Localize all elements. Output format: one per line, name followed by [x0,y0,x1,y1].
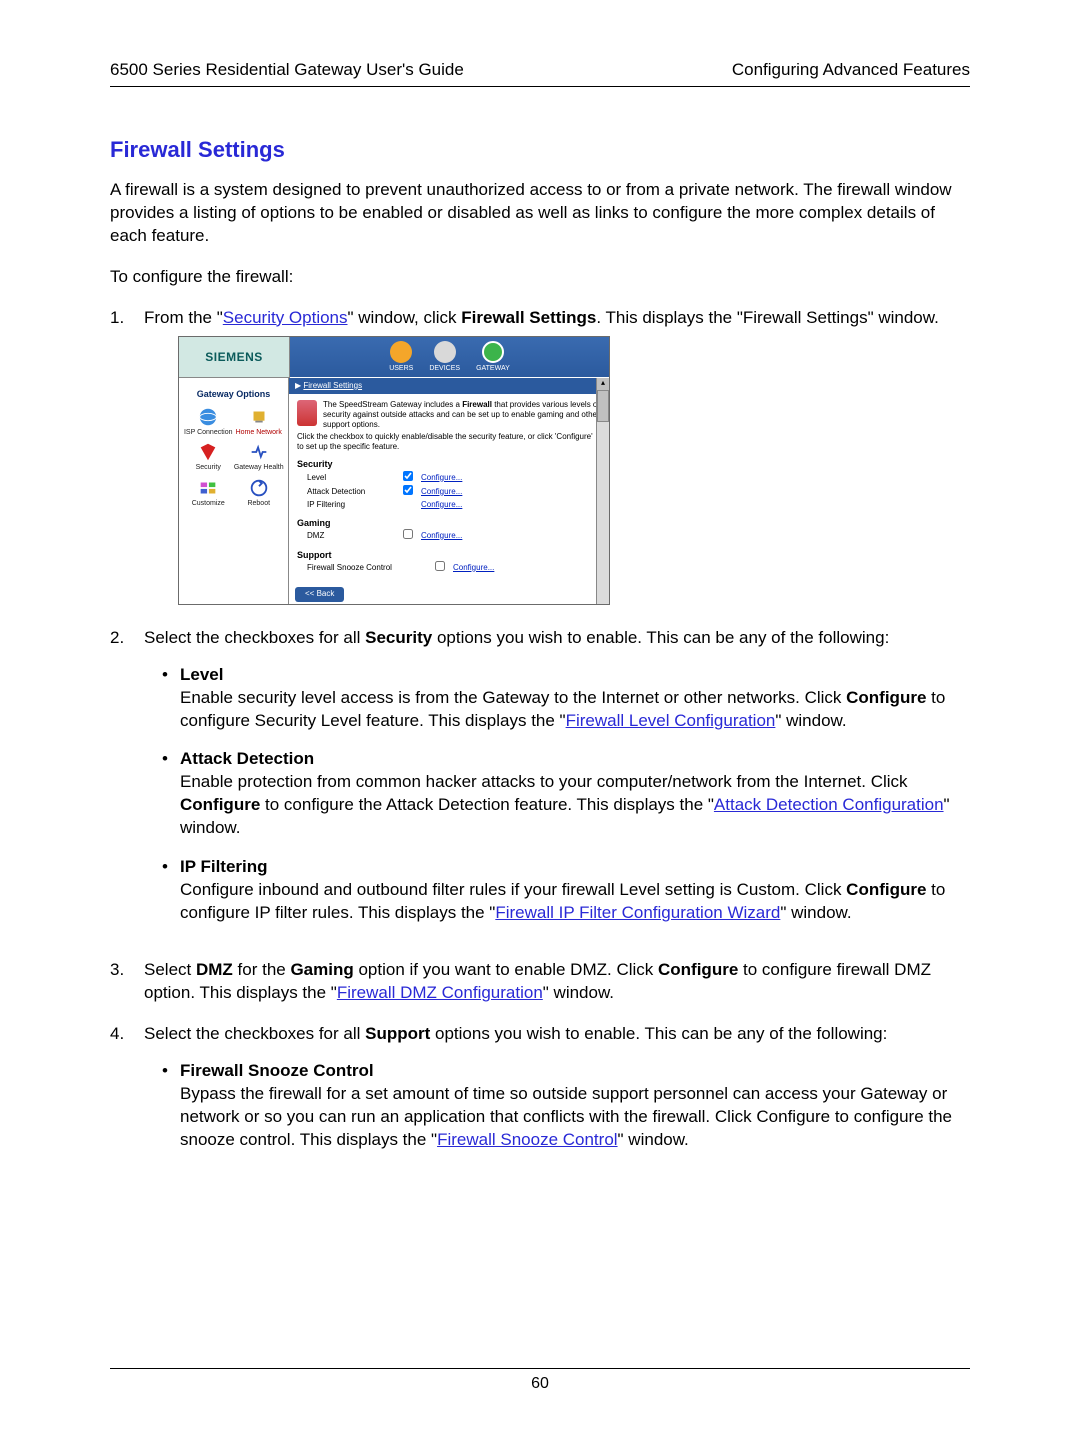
step-number: 1. [110,307,144,609]
back-button[interactable]: << Back [295,587,344,602]
sidebar-item-customize[interactable]: Customize [183,477,234,508]
row-level: Level Configure... [297,471,601,485]
snooze-checkbox[interactable] [435,561,445,571]
row-dmz: DMZ Configure... [297,529,601,543]
sidebar-item-security[interactable]: Security [183,441,234,472]
steps-list: 1. From the "Security Options" window, c… [110,307,970,1168]
row-ipfilter: IP Filtering Configure... [297,499,601,511]
firewall-settings-panel: ▶ Firewall Settings The SpeedStream Gate… [289,378,609,604]
attack-detection-config-link[interactable]: Attack Detection Configuration [714,795,944,814]
reboot-icon [248,477,270,499]
support-heading: Support [297,549,601,561]
step-number: 4. [110,1023,144,1168]
row-label: Attack Detection [297,486,395,498]
security-options-link[interactable]: Security Options [223,308,348,327]
scrollbar[interactable]: ▴ [596,378,609,604]
bullet-level: Level Enable security level access is fr… [162,664,970,733]
dmz-config-link[interactable]: Firewall DMZ Configuration [337,983,543,1002]
screenshot-body: Gateway Options ISP Connection Home Netw… [179,378,609,604]
sidebar-title: Gateway Options [183,388,284,400]
sidebar-item-isp[interactable]: ISP Connection [183,406,234,437]
tab-users[interactable]: USERS [389,341,413,373]
ipfilter-configure-link[interactable]: Configure... [421,499,462,511]
row-label: DMZ [297,530,395,542]
screenshot-header: SIEMENS USERS DEVICES [179,337,609,378]
dmz-configure-link[interactable]: Configure... [421,530,462,542]
gateway-options-sidebar: Gateway Options ISP Connection Home Netw… [179,378,289,604]
panel-instruction: Click the checkbox to quickly enable/dis… [297,432,601,452]
firewall-icon [297,400,317,426]
home-network-icon [248,406,270,428]
sidebar-item-health[interactable]: Gateway Health [234,441,285,472]
to-configure-label: To configure the firewall: [110,266,970,289]
users-icon [390,341,412,363]
scroll-thumb[interactable] [597,390,609,422]
ip-filter-wizard-link[interactable]: Firewall IP Filter Configuration Wizard [495,903,780,922]
header-right: Configuring Advanced Features [732,60,970,80]
snooze-control-link[interactable]: Firewall Snooze Control [437,1130,617,1149]
header-left: 6500 Series Residential Gateway User's G… [110,60,464,80]
sidebar-item-reboot[interactable]: Reboot [234,477,285,508]
level-configure-link[interactable]: Configure... [421,472,462,484]
intro-paragraph: A firewall is a system designed to preve… [110,179,970,248]
page-number: 60 [110,1368,970,1393]
customize-icon [197,477,219,499]
security-bullets: Level Enable security level access is fr… [144,664,970,925]
bullet-snooze: Firewall Snooze Control Bypass the firew… [162,1060,970,1152]
bullet-attack: Attack Detection Enable protection from … [162,748,970,840]
row-label: Level [297,472,395,484]
breadcrumb: ▶ Firewall Settings [289,378,609,395]
bullet-ipfilter: IP Filtering Configure inbound and outbo… [162,856,970,925]
document-page: 6500 Series Residential Gateway User's G… [0,0,1080,1453]
step-number: 2. [110,627,144,941]
health-icon [248,441,270,463]
page-header: 6500 Series Residential Gateway User's G… [110,60,970,87]
level-checkbox[interactable] [403,471,413,481]
security-icon [197,441,219,463]
section-title: Firewall Settings [110,137,970,163]
step-1-text: From the "Security Options" window, clic… [144,308,939,327]
gaming-heading: Gaming [297,517,601,529]
step-3: 3. Select DMZ for the Gaming option if y… [110,959,970,1005]
tab-gateway[interactable]: GATEWAY [476,341,510,373]
step-1: 1. From the "Security Options" window, c… [110,307,970,609]
row-snooze: Firewall Snooze Control Configure... [297,561,601,575]
panel-intro: The SpeedStream Gateway includes a Firew… [323,400,601,430]
devices-icon [434,341,456,363]
brand-text: SIEMENS [205,349,263,365]
attack-configure-link[interactable]: Configure... [421,486,462,498]
attack-checkbox[interactable] [403,485,413,495]
firewall-level-config-link[interactable]: Firewall Level Configuration [566,711,776,730]
gateway-icon [482,341,504,363]
brand-logo: SIEMENS [179,337,290,378]
row-label: Firewall Snooze Control [297,562,427,574]
step-2: 2. Select the checkboxes for all Securit… [110,627,970,941]
dmz-checkbox[interactable] [403,529,413,539]
step-4: 4. Select the checkboxes for all Support… [110,1023,970,1168]
step-number: 3. [110,959,144,1005]
security-heading: Security [297,458,601,470]
scroll-up-arrow[interactable]: ▴ [597,378,609,390]
isp-icon [197,406,219,428]
support-bullets: Firewall Snooze Control Bypass the firew… [144,1060,970,1152]
top-tabs: USERS DEVICES GATEWAY [290,337,609,377]
sidebar-item-home[interactable]: Home Network [234,406,285,437]
tab-devices[interactable]: DEVICES [429,341,460,373]
snooze-configure-link[interactable]: Configure... [453,562,494,574]
row-label: IP Filtering [297,499,395,511]
row-attack: Attack Detection Configure... [297,485,601,499]
breadcrumb-link[interactable]: Firewall Settings [303,381,362,390]
firewall-settings-screenshot: SIEMENS USERS DEVICES [178,336,610,605]
